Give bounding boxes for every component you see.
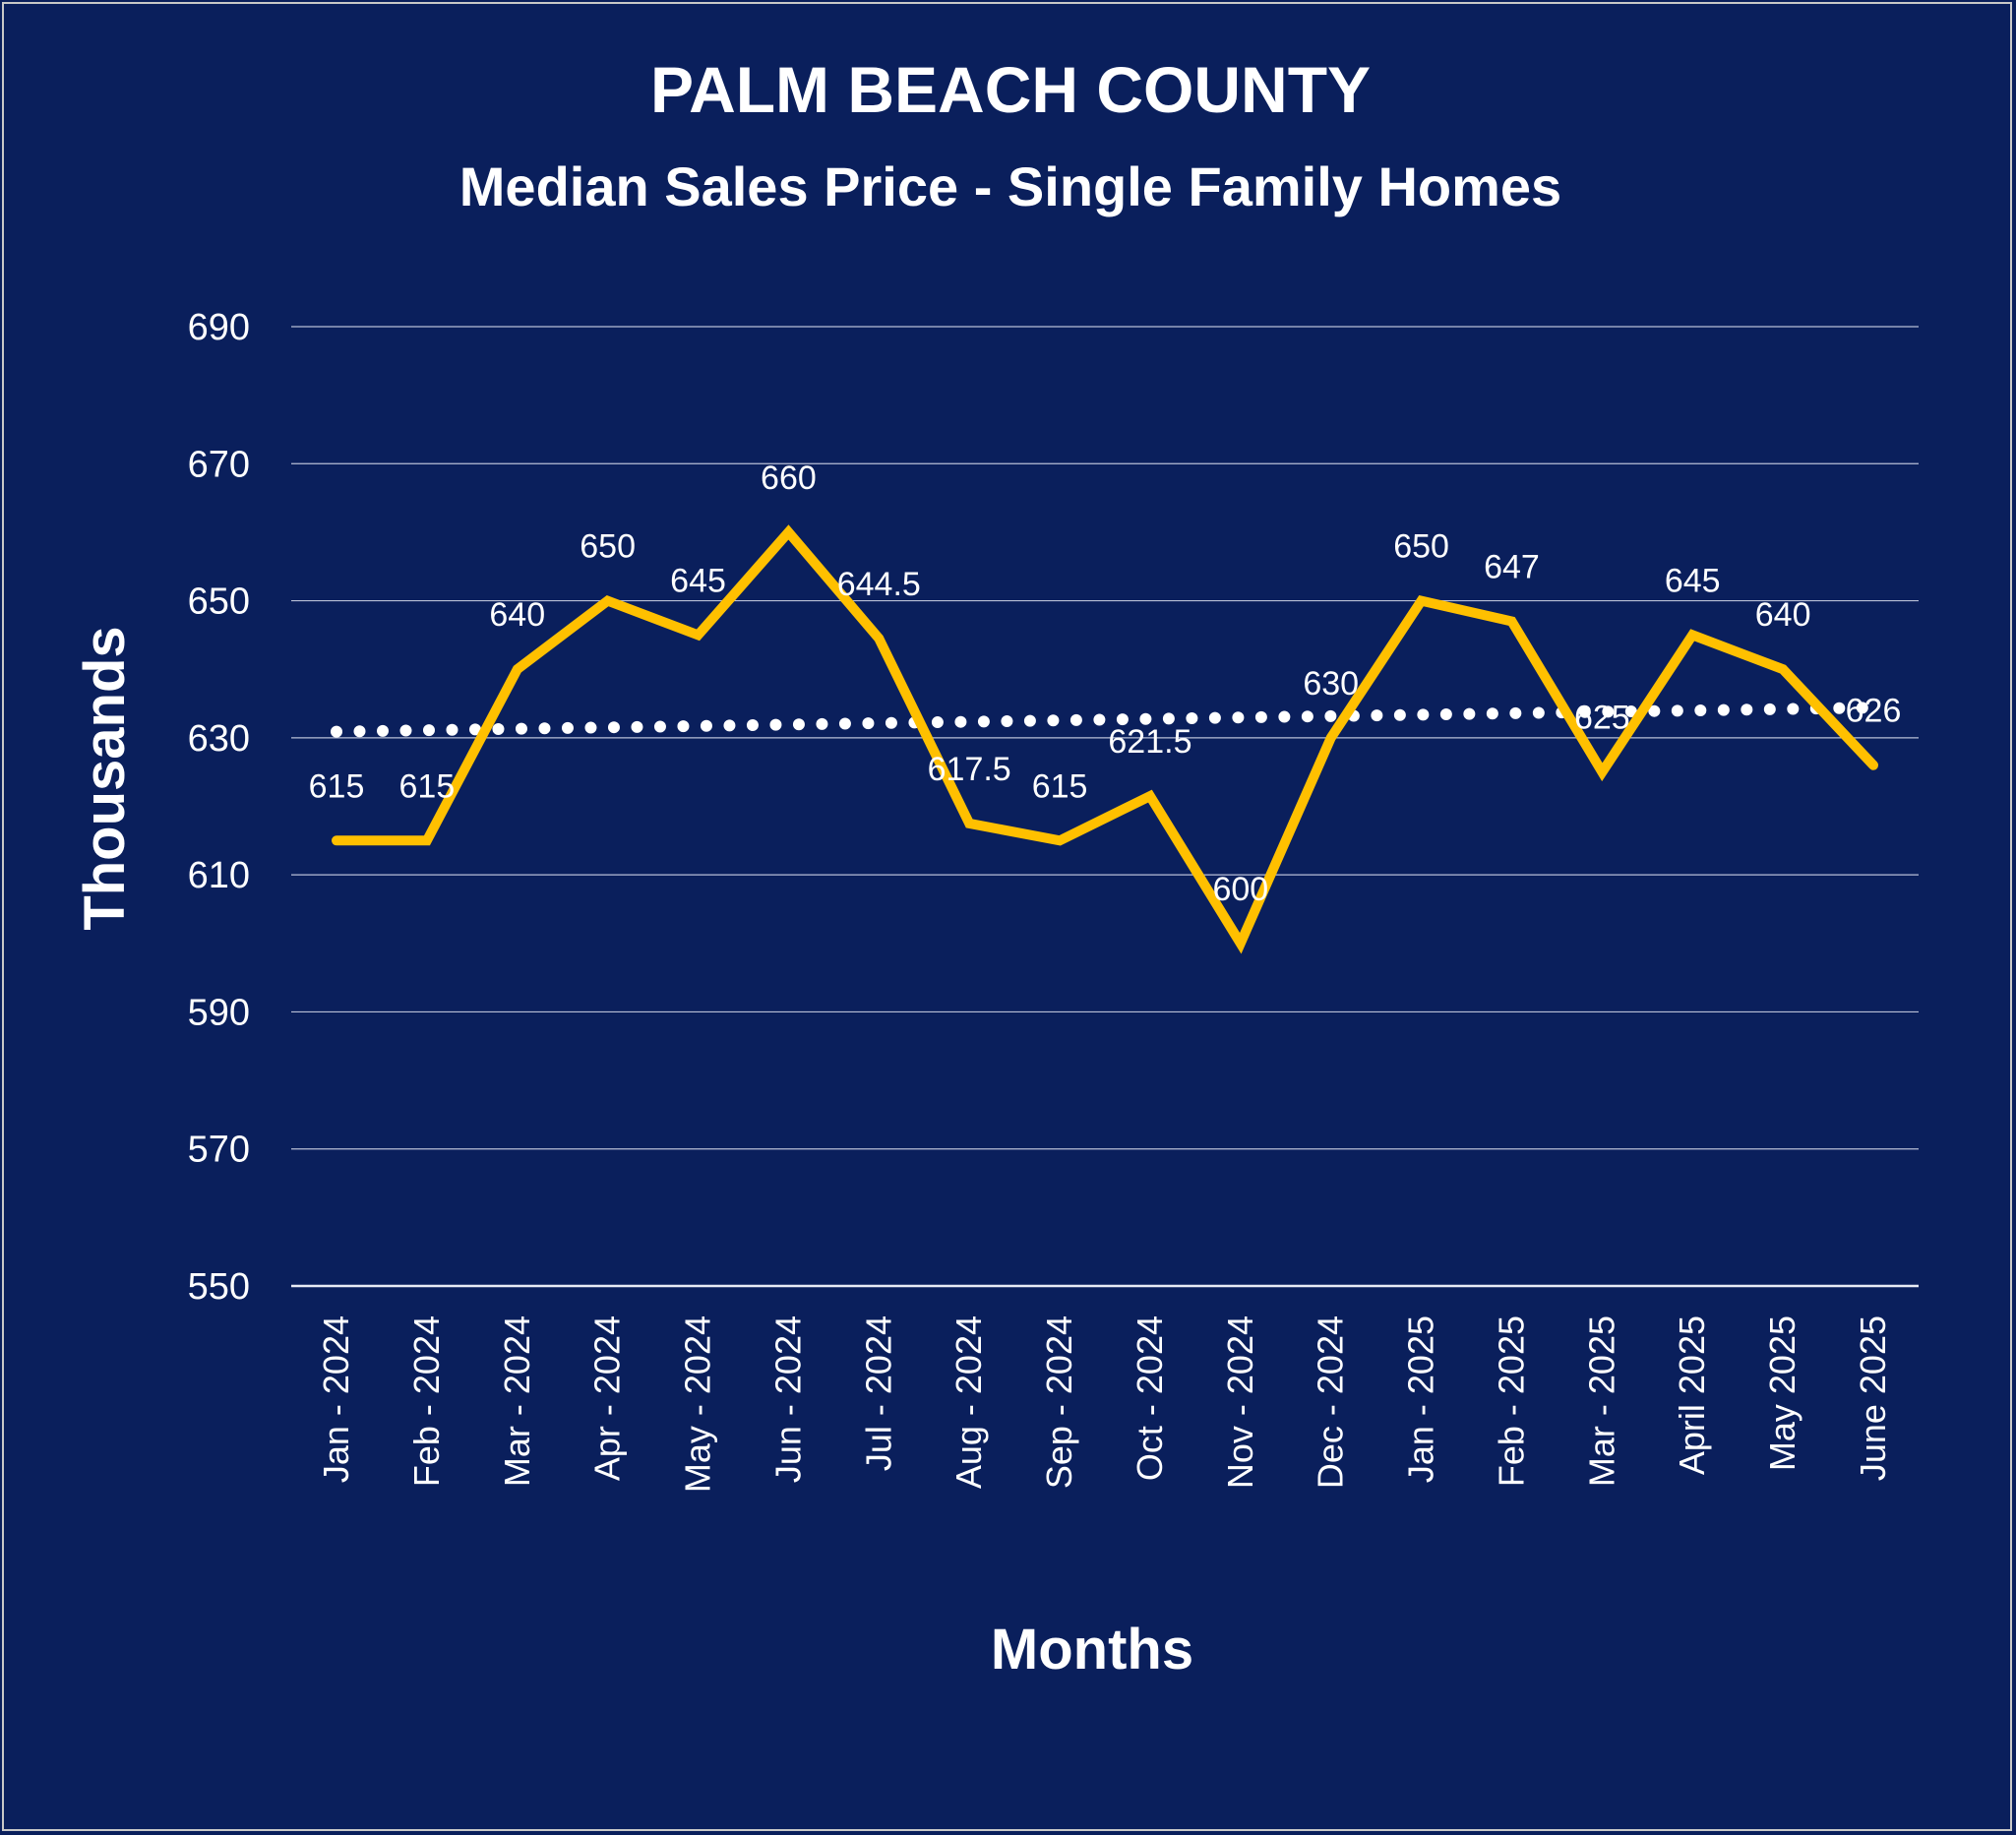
data-label: 640	[489, 596, 545, 634]
data-label: 621.5	[1108, 723, 1191, 761]
x-tick-label: May 2025	[1762, 1315, 1802, 1471]
data-labels: 615 615 640 650 645 660 644.5 617.5 615 621.5 600 6…	[309, 459, 1902, 908]
x-tick-label: Jan - 2025	[1401, 1315, 1441, 1483]
series-line	[332, 524, 1878, 954]
data-label: 625	[1574, 700, 1630, 737]
data-label: 640	[1755, 596, 1811, 634]
x-tick-label: Dec - 2024	[1311, 1315, 1351, 1489]
x-tick-label: April 2025	[1672, 1315, 1712, 1475]
x-tick-label: Jan - 2024	[316, 1315, 356, 1483]
y-tick-label: 670	[188, 444, 250, 485]
data-label: 615	[1032, 767, 1088, 805]
x-tick-label: May - 2024	[678, 1315, 718, 1493]
x-tick-label: Feb - 2025	[1491, 1315, 1531, 1487]
chart-subtitle: Median Sales Price - Single Family Homes	[459, 155, 1561, 217]
trendline	[331, 702, 1879, 738]
chart-title: PALM BEACH COUNTY	[650, 53, 1371, 126]
x-tick-label: Jun - 2024	[767, 1315, 808, 1483]
x-tick-label: Jul - 2024	[858, 1315, 898, 1471]
y-tick-label: 630	[188, 718, 250, 760]
x-tick-label: Aug - 2024	[948, 1315, 989, 1489]
y-tick-label: 590	[188, 992, 250, 1033]
data-label: 630	[1303, 665, 1359, 703]
y-tick-label: 650	[188, 581, 250, 623]
y-tick-label: 690	[188, 307, 250, 348]
data-label: 650	[580, 528, 636, 566]
data-label: 615	[309, 767, 365, 805]
x-tick-label: Feb - 2024	[406, 1315, 447, 1487]
x-tick-label: Oct - 2024	[1130, 1315, 1170, 1481]
trendline-path	[331, 702, 1879, 738]
data-label: 617.5	[928, 751, 1011, 788]
data-label: 644.5	[837, 566, 921, 603]
data-label: 645	[1665, 562, 1721, 599]
grid-lines	[291, 326, 1919, 1288]
y-axis-ticks: 550 570 590 610 630 650 670 690	[188, 307, 250, 1308]
x-tick-label: Apr - 2024	[587, 1315, 628, 1481]
x-tick-label: Sep - 2024	[1039, 1315, 1079, 1489]
x-tick-label: Mar - 2024	[497, 1315, 537, 1487]
x-axis-ticks: Jan - 2024 Feb - 2024 Mar - 2024 Apr - 2024…	[316, 1315, 1893, 1493]
data-label: 645	[670, 562, 726, 599]
x-tick-label: Mar - 2025	[1581, 1315, 1621, 1487]
x-tick-label: June 2025	[1853, 1315, 1893, 1481]
x-tick-label: Nov - 2024	[1220, 1315, 1260, 1489]
y-tick-label: 610	[188, 855, 250, 896]
data-label: 660	[761, 459, 817, 497]
data-label: 600	[1212, 871, 1268, 908]
x-axis-title: Months	[991, 1618, 1193, 1682]
data-label: 615	[399, 767, 456, 805]
data-label: 650	[1393, 528, 1449, 566]
data-label: 647	[1484, 548, 1540, 585]
data-label: 626	[1846, 693, 1902, 730]
line-chart: PALM BEACH COUNTY Median Sales Price - S…	[73, 53, 1919, 1682]
series-polyline	[332, 524, 1878, 954]
y-tick-label: 550	[188, 1266, 250, 1308]
y-tick-label: 570	[188, 1130, 250, 1171]
y-axis-title: Thousands	[73, 626, 137, 930]
